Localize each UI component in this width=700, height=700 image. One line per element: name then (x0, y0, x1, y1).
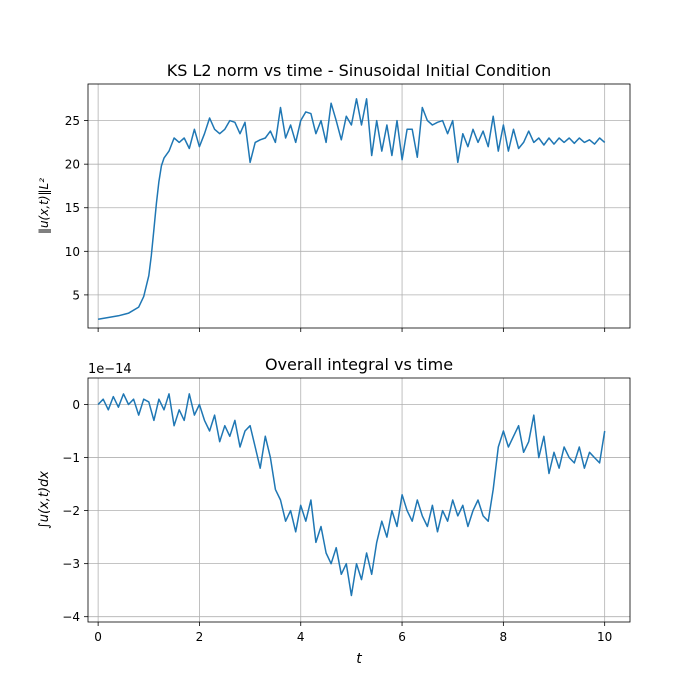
x-tick-label: 8 (500, 630, 508, 644)
l2-norm-ylabel: ‖u(x,t)‖L² (37, 178, 51, 234)
l2-norm-panel: 5 10 15 20 25 KS L2 norm vs time - Sinusoida… (37, 61, 631, 332)
x-tick-label: 10 (597, 630, 612, 644)
l2-norm-line (97, 98, 606, 321)
integral-ticks: 0 2 4 6 8 10 0 −1 −2 −3 −4 (62, 398, 612, 644)
y-tick-label: −2 (62, 504, 80, 518)
integral-line (97, 393, 606, 597)
integral-offset-label: 1e−14 (88, 362, 132, 377)
integral-ylabel: ∫u(x,t)dx (37, 471, 52, 529)
l2-norm-grid (88, 84, 630, 328)
x-tick-label: 0 (94, 630, 102, 644)
y-tick-label: −1 (62, 451, 80, 465)
y-tick-label: 25 (65, 114, 80, 128)
y-tick-label: −4 (62, 610, 80, 624)
integral-panel: 0 2 4 6 8 10 0 −1 −2 −3 −4 Overall integral vs tim… (37, 355, 631, 667)
l2-norm-axes-frame (87, 83, 631, 329)
integral-title: Overall integral vs time (265, 355, 453, 374)
integral-axes-frame (87, 377, 631, 623)
integral-grid (88, 378, 630, 622)
l2-norm-ticks: 5 10 15 20 25 (65, 114, 606, 332)
l2-norm-title: KS L2 norm vs time - Sinusoidal Initial … (167, 61, 551, 80)
x-tick-label: 2 (196, 630, 204, 644)
x-tick-label: 6 (398, 630, 406, 644)
y-tick-label: 15 (65, 201, 80, 215)
y-tick-label: −3 (62, 557, 80, 571)
y-tick-label: 0 (72, 398, 80, 412)
y-tick-label: 20 (65, 158, 80, 172)
y-tick-label: 10 (65, 245, 80, 259)
integral-xlabel: t (356, 651, 362, 667)
x-tick-label: 4 (297, 630, 305, 644)
y-tick-label: 5 (72, 288, 80, 302)
